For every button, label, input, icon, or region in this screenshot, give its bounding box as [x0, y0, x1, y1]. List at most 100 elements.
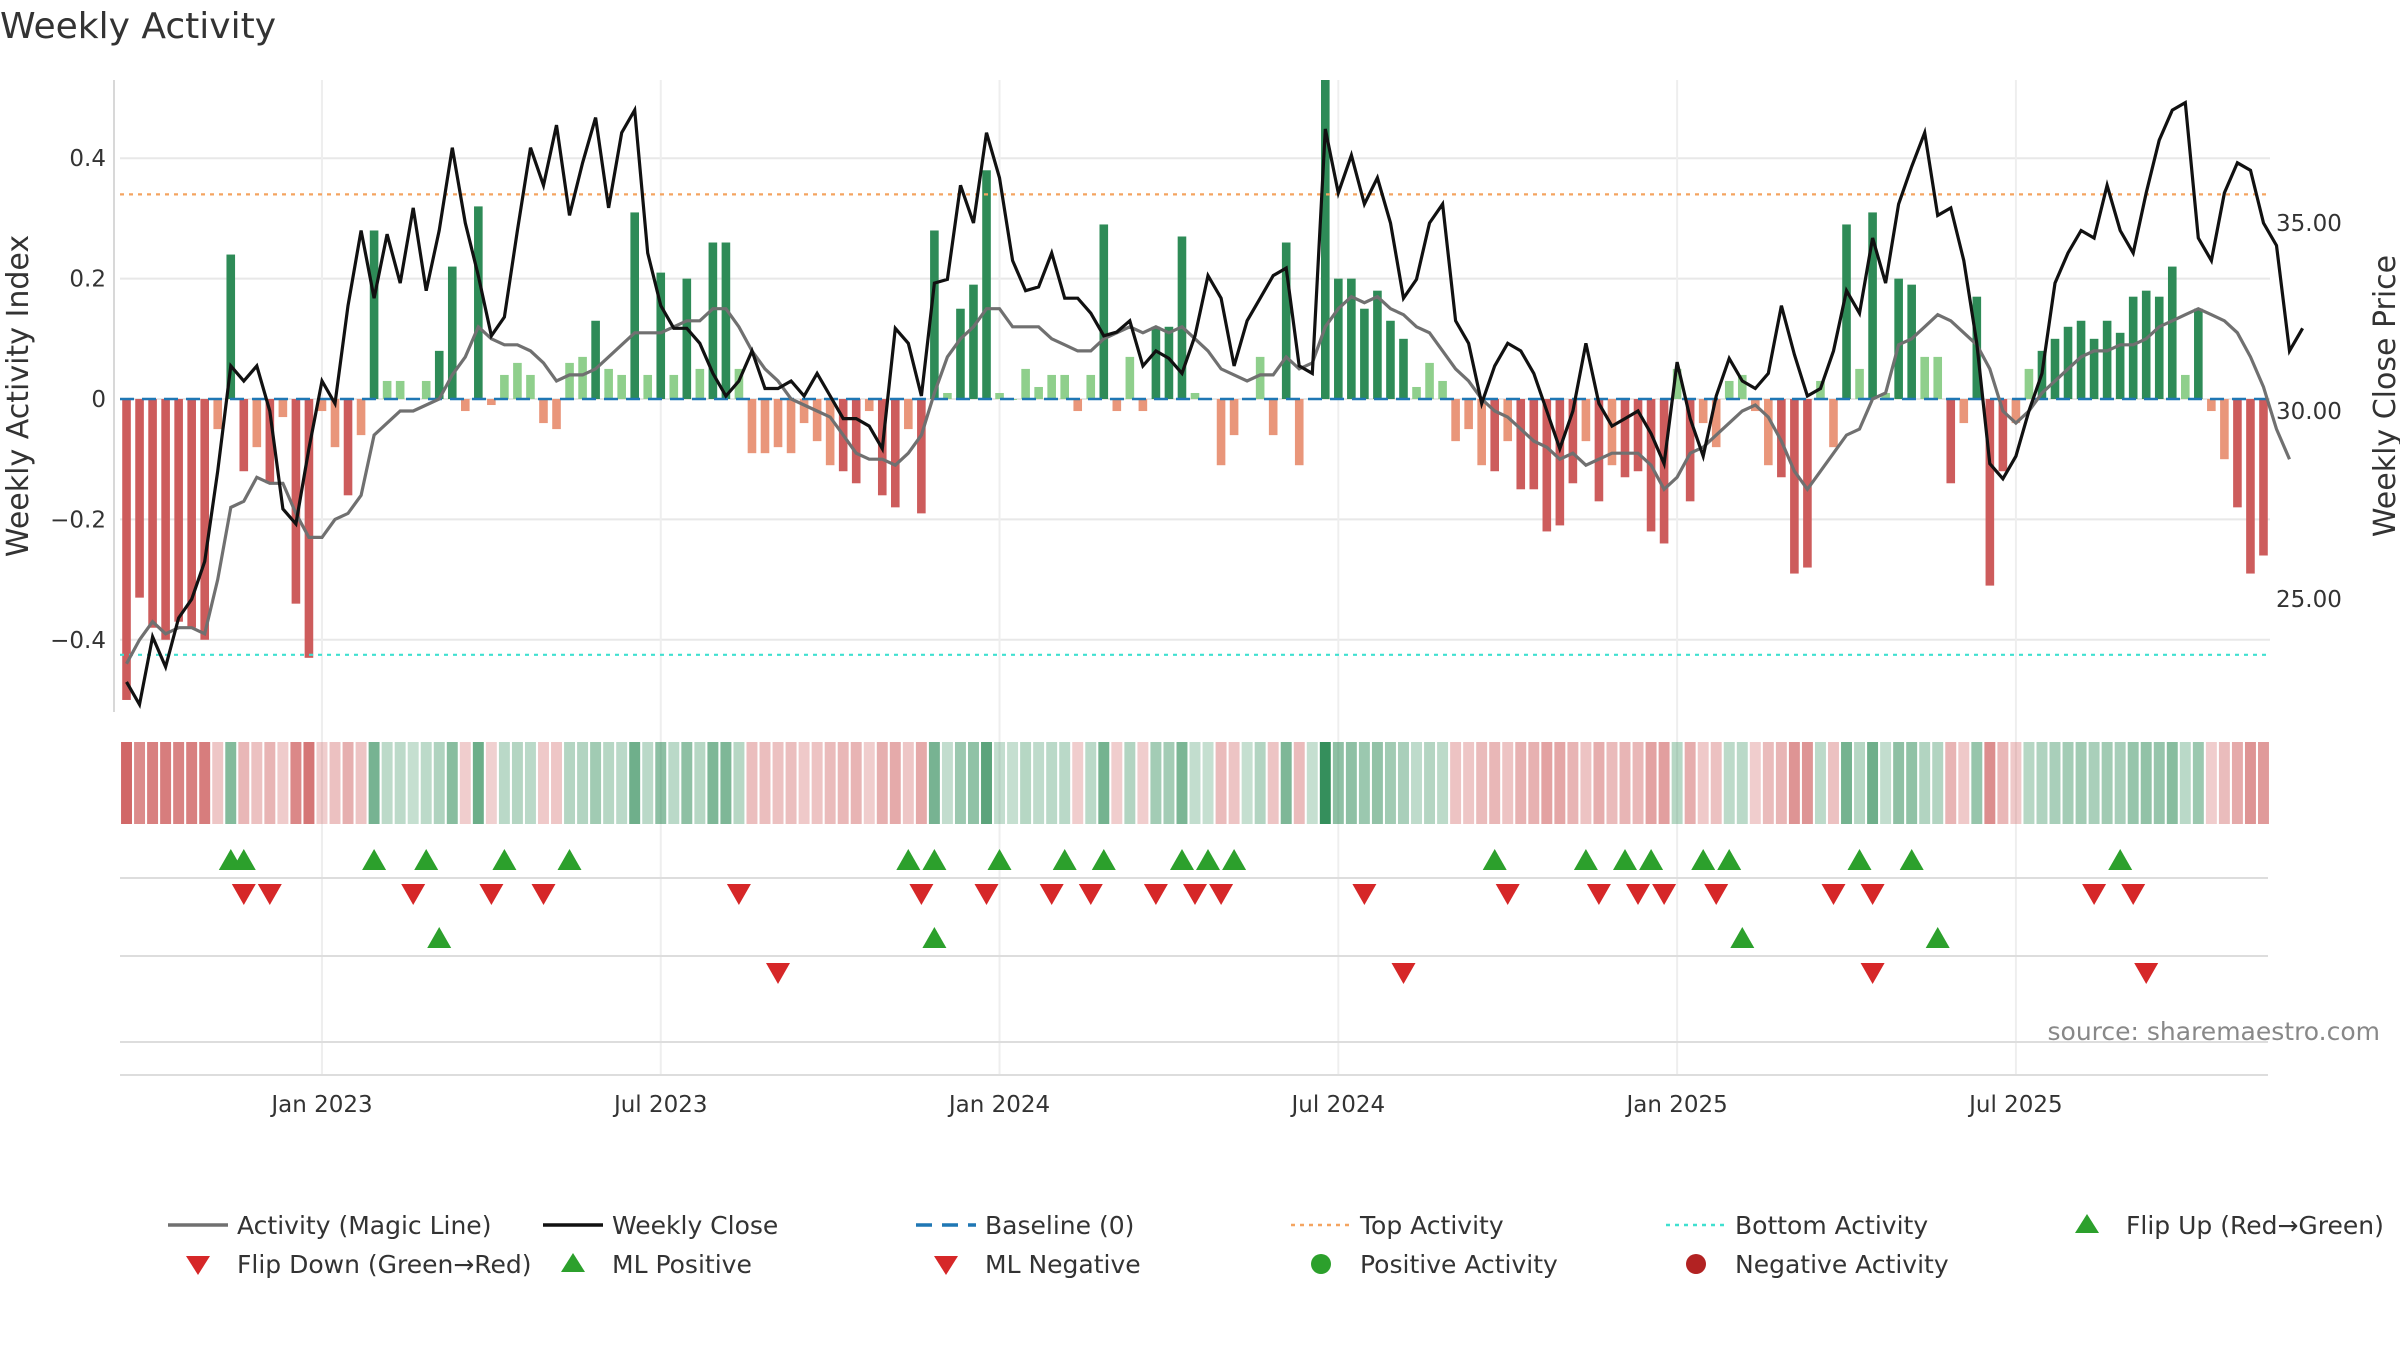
- legend-label-4: Bottom Activity: [1735, 1211, 1928, 1240]
- flip-up-marker-10: [1091, 849, 1116, 870]
- activity-bar-140: [1946, 399, 1956, 484]
- activity-bar-95: [1360, 308, 1369, 400]
- heat-cell-93: [1332, 742, 1344, 824]
- x-tick-label-3: Jul 2024: [1290, 1092, 1386, 1118]
- activity-bar-72: [1060, 374, 1069, 400]
- activity-bar-37: [604, 368, 613, 400]
- flip-down-marker-9: [1078, 884, 1103, 905]
- activity-bar-163: [2246, 399, 2255, 574]
- activity-bar-122: [1711, 399, 1721, 448]
- activity-bar-21: [395, 380, 405, 400]
- activity-bar-93: [1334, 278, 1343, 400]
- heat-cell-126: [1762, 742, 1774, 824]
- activity-bar-60: [904, 399, 913, 430]
- activity-bar-31: [526, 374, 535, 400]
- activity-bar-42: [669, 374, 679, 400]
- heat-cell-16: [329, 742, 341, 824]
- heat-cell-148: [2049, 742, 2061, 824]
- flip-down-marker-15: [1586, 884, 1611, 905]
- activity-bar-146: [2024, 368, 2034, 400]
- ml-positive-marker-0: [427, 927, 452, 948]
- heat-cell-94: [1345, 742, 1357, 824]
- activity-bar-20: [382, 380, 392, 400]
- activity-bar-9: [239, 399, 249, 472]
- heat-cell-147: [2036, 742, 2048, 824]
- heat-cell-155: [2140, 742, 2152, 824]
- heat-cell-161: [2218, 742, 2230, 824]
- heat-cell-122: [1710, 742, 1722, 824]
- x-tick-label-1: Jul 2023: [612, 1092, 708, 1118]
- legend: Activity (Magic Line) Weekly Close Baselin…: [168, 1211, 2384, 1279]
- activity-bar-156: [2154, 296, 2164, 400]
- heat-cell-43: [681, 742, 693, 824]
- legend-label-9: Positive Activity: [1360, 1250, 1558, 1279]
- y-axis-right-label: Weekly Close Price: [2368, 255, 2400, 537]
- flip-down-marker-7: [974, 884, 999, 905]
- activity-bar-64: [956, 308, 965, 400]
- heat-cell-31: [524, 742, 536, 824]
- heat-cell-112: [1580, 742, 1592, 824]
- flip-down-marker-11: [1183, 884, 1207, 905]
- flip-up-marker-17: [1639, 849, 1664, 870]
- heat-cell-85: [1228, 742, 1240, 824]
- ml-positive-marker-3: [1925, 927, 1950, 948]
- flip-up-marker-5: [557, 849, 582, 870]
- activity-bar-148: [2050, 338, 2060, 400]
- heat-cell-23: [420, 742, 432, 824]
- legend-label-3: Top Activity: [1359, 1211, 1504, 1240]
- flip-down-marker-17: [1652, 884, 1677, 905]
- heat-cell-65: [968, 742, 979, 824]
- ml-positive-marker-1: [922, 927, 947, 948]
- heat-cell-24: [433, 742, 445, 824]
- heat-cell-118: [1658, 742, 1670, 824]
- heat-cell-133: [1854, 742, 1866, 824]
- heat-cell-68: [1007, 742, 1019, 824]
- activity-bar-18: [356, 399, 366, 436]
- flip-up-marker-2: [362, 849, 387, 870]
- activity-bar-36: [591, 320, 600, 400]
- heat-cell-55: [837, 742, 849, 824]
- activity-bar-115: [1620, 399, 1630, 478]
- legend-label-6: Flip Down (Green→Red): [237, 1250, 532, 1279]
- right-tick-label-0: 35.00: [2276, 211, 2342, 237]
- activity-bar-138: [1920, 356, 1929, 400]
- activity-bar-101: [1438, 380, 1447, 400]
- heat-cell-81: [1176, 742, 1188, 824]
- activity-bar-145: [2011, 399, 2021, 424]
- activity-bar-2: [148, 399, 157, 628]
- weekly-close-line: [125, 99, 2304, 710]
- activity-bar-96: [1373, 290, 1382, 400]
- activity-bar-66: [982, 170, 991, 400]
- activity-bar-56: [851, 399, 861, 484]
- x-axis-ticks: Jan 2023 Jul 2023 Jan 2024 Jul 2024 Jan 2025…: [269, 1092, 2062, 1118]
- heat-cell-75: [1098, 742, 1110, 824]
- heat-cell-102: [1450, 742, 1462, 824]
- activity-bar-39: [630, 212, 639, 400]
- activity-bar-74: [1086, 374, 1096, 400]
- heat-cell-25: [446, 742, 458, 824]
- heat-cell-40: [642, 742, 654, 824]
- activity-bar-85: [1229, 399, 1239, 436]
- heat-cell-61: [915, 742, 927, 824]
- heat-cell-129: [1801, 742, 1813, 824]
- activity-bar-124: [1737, 374, 1747, 400]
- heat-cell-50: [772, 742, 784, 824]
- flip-down-marker-20: [1860, 884, 1885, 905]
- heat-cell-127: [1775, 742, 1787, 824]
- flip-marker-panels: [120, 849, 2268, 1076]
- left-tick-label-1: 0.2: [69, 267, 106, 293]
- heat-cell-22: [407, 742, 419, 824]
- heat-cell-32: [538, 742, 549, 824]
- flip-up-marker-6: [896, 849, 921, 870]
- flip-up-marker-22: [2108, 849, 2133, 870]
- activity-bar-89: [1281, 242, 1291, 400]
- heat-cell-105: [1489, 742, 1501, 824]
- activity-bar-10: [252, 399, 262, 448]
- activity-bar-114: [1607, 399, 1617, 466]
- flip-down-marker-18: [1704, 884, 1729, 905]
- activity-bar-99: [1412, 386, 1421, 400]
- activity-bar-119: [1672, 368, 1682, 400]
- heat-cell-28: [485, 742, 497, 824]
- x-tick-label-5: Jul 2025: [1967, 1092, 2063, 1118]
- activity-bar-139: [1933, 356, 1943, 400]
